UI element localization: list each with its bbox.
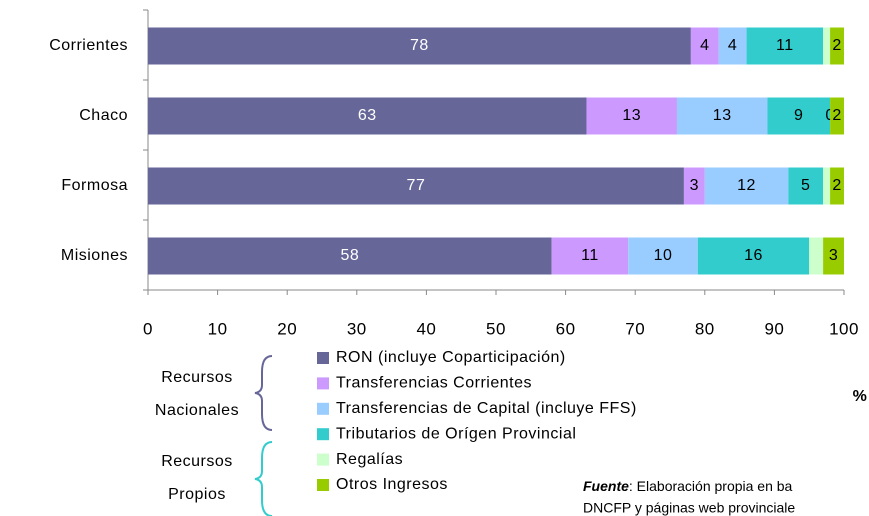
data-label: 9 <box>794 107 803 124</box>
bar-segment <box>148 167 684 205</box>
x-tick-label: 90 <box>764 319 784 338</box>
data-label: 11 <box>581 247 599 264</box>
y-tick-label: Corrientes <box>49 37 128 54</box>
source-text: DNCFP y páginas web provinciale <box>583 500 795 516</box>
x-tick-label: 30 <box>347 319 367 338</box>
bar-segment <box>767 97 831 135</box>
legend-group-label: Recursos <box>161 369 233 386</box>
data-label: 13 <box>713 107 732 124</box>
data-label: 5 <box>801 177 810 194</box>
x-tick-label: 60 <box>556 319 576 338</box>
legend-label: Regalías <box>336 451 403 468</box>
x-tick-label: 20 <box>277 319 297 338</box>
bar-segment <box>683 167 705 205</box>
bar-segment <box>788 167 824 205</box>
x-axis-label: % <box>853 388 868 405</box>
brace-propios <box>254 441 273 516</box>
legend-swatch <box>317 352 329 364</box>
bar-segment <box>809 237 824 275</box>
bar-segment <box>704 167 789 205</box>
data-label: 16 <box>744 247 763 264</box>
bar-segment <box>148 237 552 275</box>
source-label: Fuente <box>583 478 629 494</box>
data-label: 63 <box>358 107 377 124</box>
legend-swatch <box>317 453 329 466</box>
bar-segment <box>551 237 629 275</box>
legend-group-label: Propios <box>168 486 226 503</box>
data-label: 3 <box>690 177 699 194</box>
data-label: 4 <box>700 37 709 54</box>
data-label: 10 <box>654 247 673 264</box>
source-text: : Elaboración propia en ba <box>629 478 793 494</box>
data-label: 58 <box>340 247 359 264</box>
bar-segment <box>718 27 747 65</box>
y-tick-label: Misiones <box>61 247 128 264</box>
source-line: Fuente: Elaboración propia en ba <box>583 478 793 494</box>
brace-nacionales <box>254 355 273 431</box>
x-tick-label: 70 <box>625 319 645 338</box>
bar-segment <box>586 97 677 135</box>
data-label: 4 <box>728 37 737 54</box>
data-label: 11 <box>776 37 794 54</box>
legend-swatch <box>317 402 329 415</box>
bar-segment <box>746 27 824 65</box>
x-tick-label: 40 <box>416 319 436 338</box>
data-label: 2 <box>832 107 841 124</box>
legend-group-label: Recursos <box>161 453 233 470</box>
legend-swatch <box>317 428 329 441</box>
x-tick-label: 50 <box>486 319 506 338</box>
legend-swatch <box>317 479 329 491</box>
bar-segment <box>830 97 844 135</box>
data-label: 2 <box>832 37 841 54</box>
x-tick-label: 0 <box>143 319 153 338</box>
y-tick-label: Formosa <box>61 177 128 194</box>
legend-label: Transferencias Corrientes <box>336 375 532 392</box>
bar-segment <box>148 27 691 65</box>
bar-segment <box>823 27 831 65</box>
bar-segment <box>676 97 768 135</box>
legend-group-label: Nacionales <box>155 402 239 419</box>
data-label: 13 <box>622 107 641 124</box>
data-label: 2 <box>832 177 841 194</box>
bar-segment <box>830 27 844 65</box>
data-label: 78 <box>410 37 429 54</box>
data-label: 77 <box>407 177 426 194</box>
legend-label: RON (incluye Coparticipación) <box>336 349 566 366</box>
bar-segment <box>823 167 831 205</box>
bar-segment <box>697 237 810 275</box>
legend-label: Otros Ingresos <box>336 476 448 493</box>
legend-label: Transferencias de Capital (incluye FFS) <box>336 400 637 417</box>
y-tick-label: Chaco <box>79 107 128 124</box>
x-tick-label: 80 <box>695 319 715 338</box>
legend-label: Tributarios de Orígen Provincial <box>336 425 576 442</box>
bar-segment <box>830 167 844 205</box>
legend-swatch <box>317 377 329 390</box>
bar-segment <box>690 27 719 65</box>
bar-segment <box>628 237 698 275</box>
x-tick-label: 10 <box>208 319 228 338</box>
bar-segment <box>823 237 844 275</box>
data-label: 12 <box>737 177 756 194</box>
bar-segment <box>148 97 587 135</box>
data-label: 0 <box>825 107 834 124</box>
data-label: 3 <box>829 247 838 264</box>
x-tick-label: 100 <box>829 319 859 338</box>
